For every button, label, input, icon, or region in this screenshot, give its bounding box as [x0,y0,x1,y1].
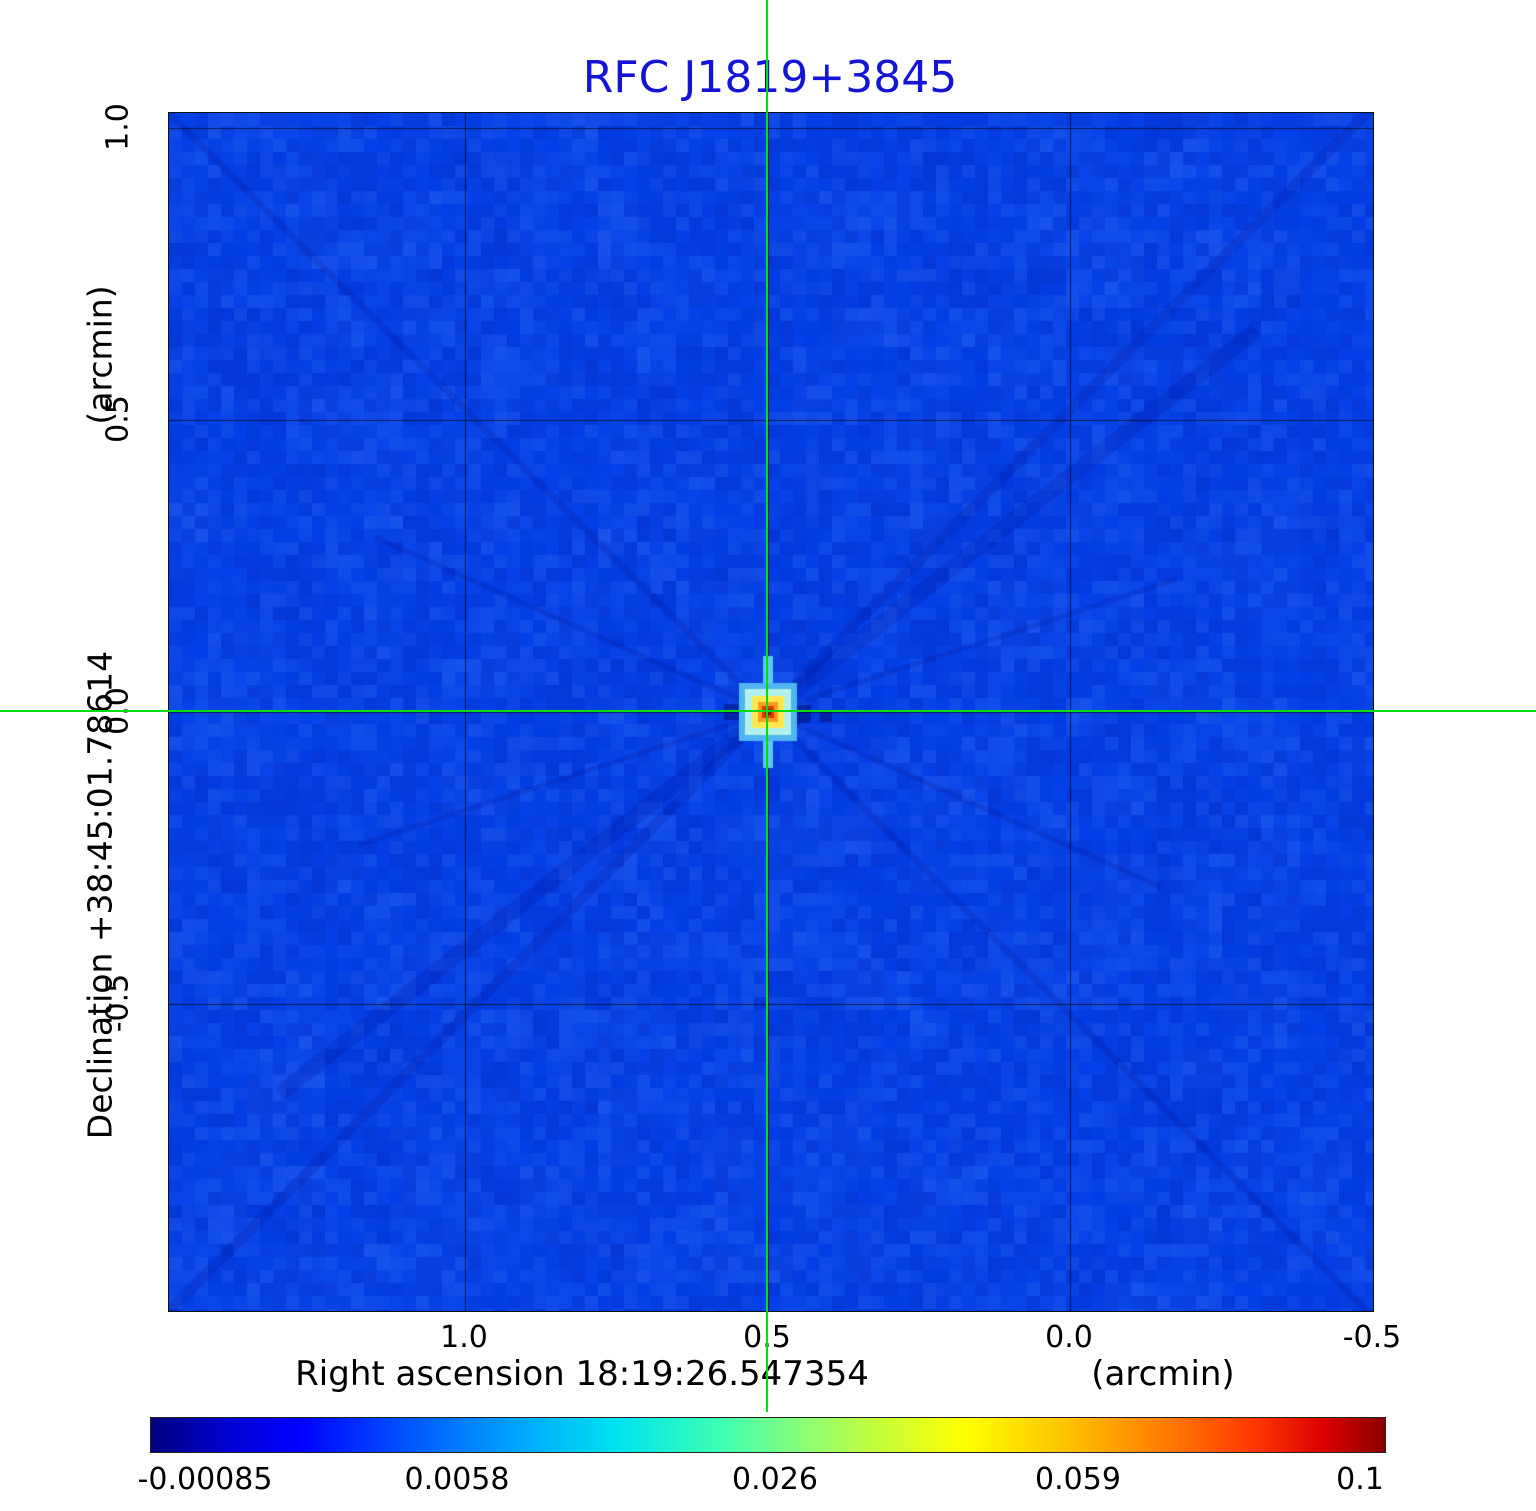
x-tick-0: 1.0 [440,1320,488,1355]
crosshair-vertical-line [766,0,768,1412]
y-tick-0: 1.0 [100,103,136,151]
colorbar-tick-2: 0.026 [732,1462,818,1497]
x-tick-2: 0.0 [1045,1320,1093,1355]
sky-map-plot [168,112,1374,1312]
colorbar-tick-4: 0.1 [1336,1462,1384,1497]
x-tick-3: -0.5 [1342,1320,1402,1355]
colorbar-tick-3: 0.059 [1035,1462,1121,1497]
y-tick-3: -0.5 [100,973,136,1033]
colorbar-gradient [150,1417,1386,1453]
plot-title: RFC J1819+3845 [582,52,958,103]
colorbar-tick-1: 0.0058 [404,1462,510,1497]
x-axis-unit-label: (arcmin) [1091,1354,1235,1394]
y-tick-1: 0.5 [100,395,136,443]
x-axis-label: Right ascension 18:19:26.547354 [295,1354,869,1394]
colorbar-tick-0: -0.00085 [137,1462,273,1497]
sky-map-canvas [169,113,1373,1311]
crosshair-horizontal-line [0,710,1536,712]
